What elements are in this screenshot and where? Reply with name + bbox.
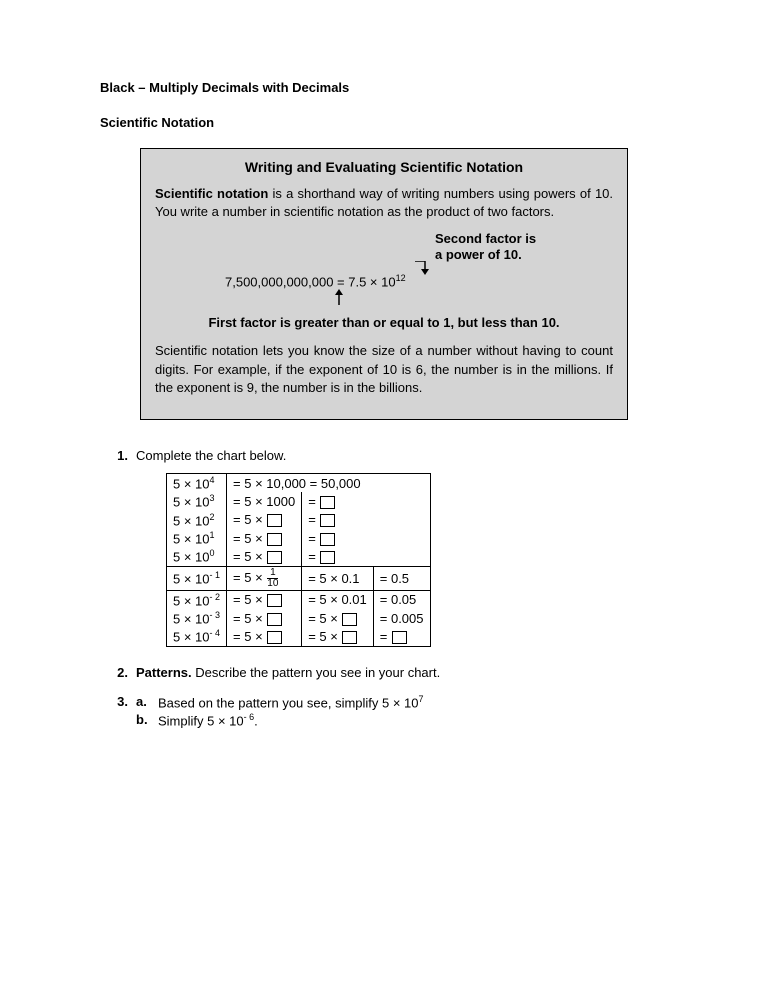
main-equation: 7,500,000,000,000 = 7.5 × 1012 — [225, 273, 406, 289]
blank-box[interactable] — [320, 496, 335, 509]
q3b-label: b. — [136, 712, 158, 728]
table-row: 5 × 10- 4 = 5 × = 5 × = — [167, 627, 431, 646]
table-row: 5 × 101 = 5 × = — [167, 529, 431, 547]
q3b-end: . — [254, 713, 258, 728]
sf-l2: a power of 10. — [435, 247, 522, 262]
box-title: Writing and Evaluating Scientific Notati… — [155, 159, 613, 175]
q1-number: 1. — [100, 448, 136, 647]
first-factor-text: First factor is greater than or equal to… — [155, 315, 613, 330]
blank-box[interactable] — [267, 514, 282, 527]
q3-number: 3. — [100, 694, 136, 731]
box-para-2: Scientific notation lets you know the si… — [155, 342, 613, 397]
table-row: 5 × 10- 3 = 5 × = 5 × = 0.005 — [167, 609, 431, 627]
arrow-up-icon — [333, 289, 345, 305]
q3a-text: Based on the pattern you see, simplify 5… — [158, 695, 419, 710]
header-line-1: Black – Multiply Decimals with Decimals — [100, 80, 668, 95]
blank-box[interactable] — [320, 533, 335, 546]
para1-lead: Scientific notation — [155, 186, 268, 201]
question-3: 3. a. Based on the pattern you see, simp… — [100, 694, 668, 731]
blank-box[interactable] — [342, 631, 357, 644]
box-para-1: Scientific notation is a shorthand way o… — [155, 185, 613, 221]
blank-box[interactable] — [342, 613, 357, 626]
q2-lead: Patterns. — [136, 665, 192, 680]
table-row: 5 × 102 = 5 × = — [167, 511, 431, 529]
power-chart: 5 × 104 = 5 × 10,000 = 50,000 5 × 103 = … — [166, 473, 431, 647]
q2-rest: Describe the pattern you see in your cha… — [192, 665, 441, 680]
eq-left: 7,500,000,000,000 = 7.5 × 10 — [225, 275, 396, 290]
q3a-label: a. — [136, 694, 158, 710]
header-line-2: Scientific Notation — [100, 115, 668, 130]
q3-body: a. Based on the pattern you see, simplif… — [136, 694, 668, 731]
q3a: a. Based on the pattern you see, simplif… — [136, 694, 668, 710]
blank-box[interactable] — [320, 514, 335, 527]
question-1: 1. Complete the chart below. 5 × 104 = 5… — [100, 448, 668, 647]
blank-box[interactable] — [392, 631, 407, 644]
worksheet-page: Black – Multiply Decimals with Decimals … — [0, 0, 768, 782]
eq-exp: 12 — [396, 273, 406, 283]
arrow-down-icon — [415, 261, 435, 275]
question-2: 2. Patterns. Describe the pattern you se… — [100, 665, 668, 680]
fraction: 110 — [267, 568, 278, 589]
q1-body: Complete the chart below. 5 × 104 = 5 × … — [136, 448, 668, 647]
second-factor-label: Second factor is a power of 10. — [435, 231, 536, 262]
q3a-exp: 7 — [419, 694, 424, 704]
q3b: b. Simplify 5 × 10- 6. — [136, 712, 668, 728]
blank-box[interactable] — [267, 631, 282, 644]
blank-box[interactable] — [267, 551, 282, 564]
table-row: 5 × 10- 1 = 5 × 110 = 5 × 0.1 = 0.5 — [167, 566, 431, 590]
blank-box[interactable] — [267, 533, 282, 546]
q3b-exp: - 6 — [244, 712, 255, 722]
blank-box[interactable] — [320, 551, 335, 564]
question-list: 1. Complete the chart below. 5 × 104 = 5… — [100, 448, 668, 730]
equation-wrap: Second factor is a power of 10. 7,500,00… — [155, 231, 613, 309]
info-box: Writing and Evaluating Scientific Notati… — [140, 148, 628, 420]
table-row: 5 × 104 = 5 × 10,000 = 50,000 — [167, 473, 431, 492]
blank-box[interactable] — [267, 594, 282, 607]
q3b-text: Simplify 5 × 10 — [158, 713, 244, 728]
q1-text: Complete the chart below. — [136, 448, 286, 463]
table-row: 5 × 100 = 5 × = — [167, 547, 431, 566]
blank-box[interactable] — [267, 613, 282, 626]
table-row: 5 × 103 = 5 × 1000 = — [167, 492, 431, 510]
q2-number: 2. — [100, 665, 136, 680]
q2-body: Patterns. Describe the pattern you see i… — [136, 665, 668, 680]
table-row: 5 × 10- 2 = 5 × = 5 × 0.01 = 0.05 — [167, 590, 431, 609]
sf-l1: Second factor is — [435, 231, 536, 246]
